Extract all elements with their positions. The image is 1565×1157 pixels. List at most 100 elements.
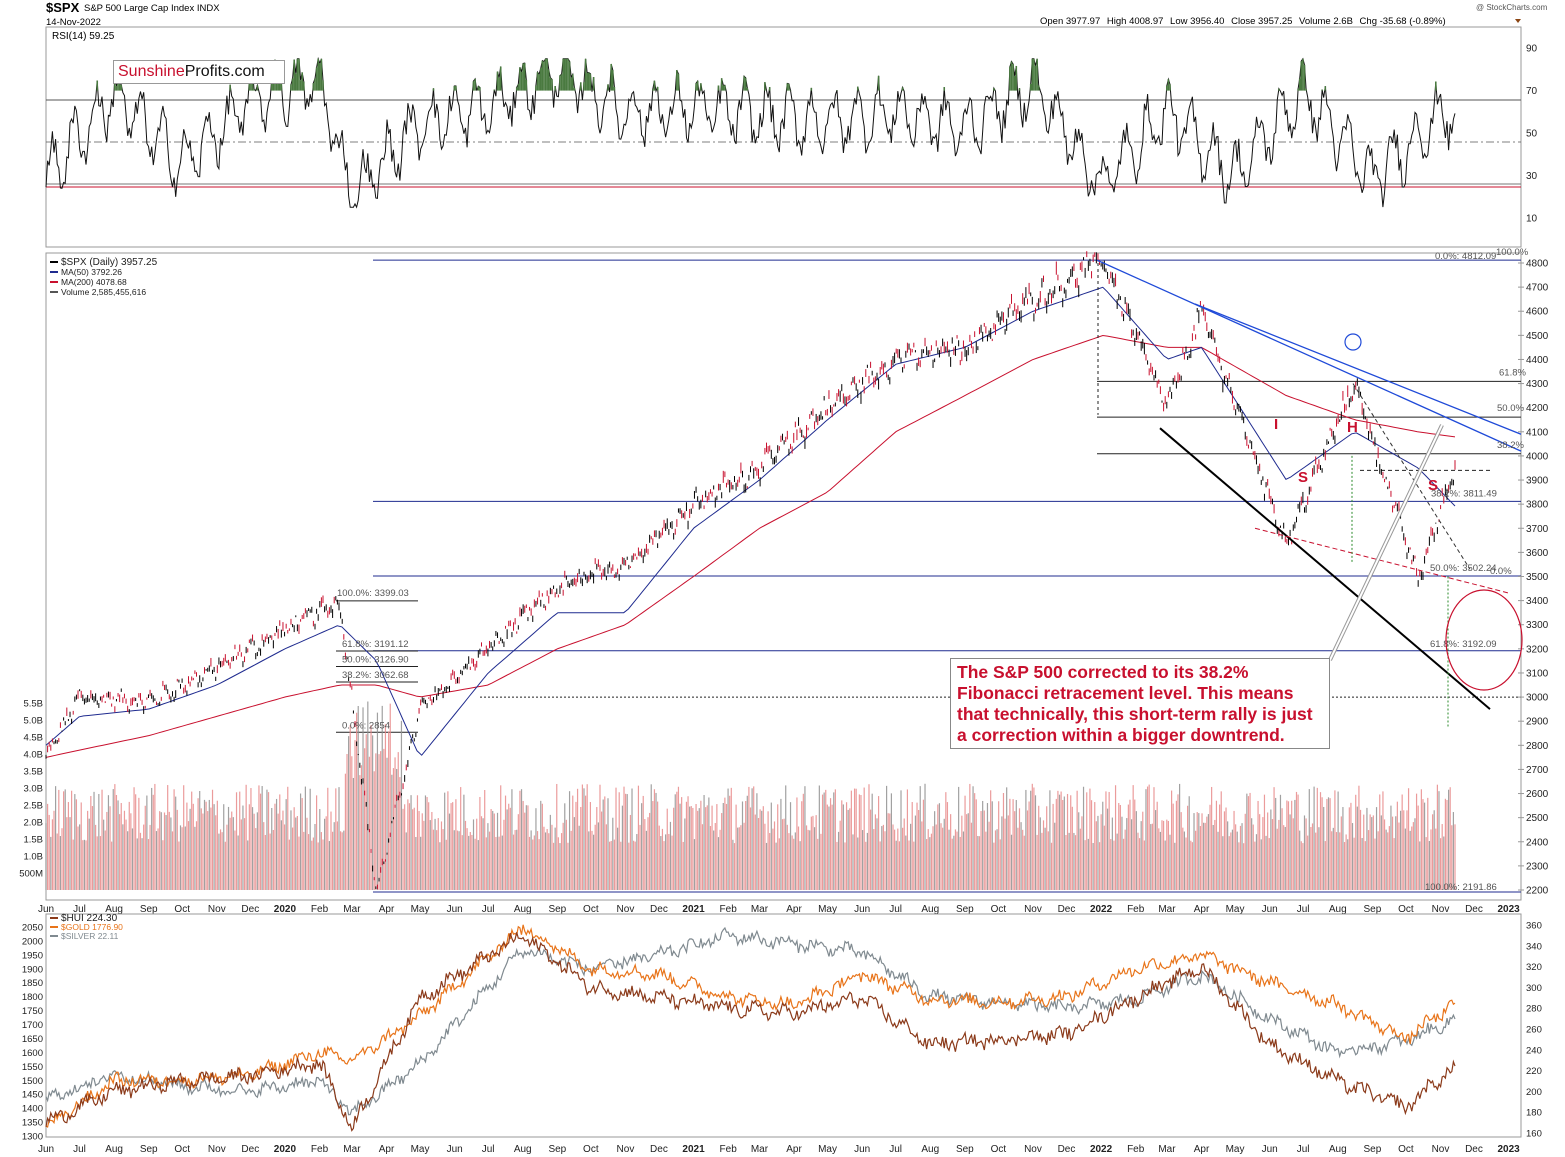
target-ellipse (1445, 589, 1523, 691)
volume-bars (45, 701, 1456, 890)
price-tick-label: 2400 (1526, 837, 1549, 848)
price-tick-label: 4300 (1526, 379, 1549, 390)
fib-label: 0.0%: 2854 (342, 720, 390, 731)
price-bars (45, 251, 1456, 890)
x-axis-label: Oct (991, 1144, 1007, 1155)
price-tick-label: 3500 (1526, 572, 1549, 583)
fib-label: 38.2%: 3811.49 (1431, 489, 1497, 500)
x-axis-label: Nov (617, 1144, 635, 1155)
metals-right-tick: 360 (1526, 921, 1542, 932)
price-tick-label: 3700 (1526, 524, 1549, 535)
x-axis-label: Jun (1262, 1144, 1278, 1155)
volume-tick-label: 1.5B (23, 835, 43, 846)
metals-left-tick: 1950 (22, 950, 43, 961)
support-trendline (1159, 427, 1491, 710)
legend-entry: $HUI 224.30 (61, 913, 118, 924)
x-axis-label: Nov (208, 904, 226, 915)
x-axis-label: Jul (1297, 904, 1310, 915)
price-tick-label: 4600 (1526, 307, 1549, 318)
volume-tick-label: 5.5B (23, 699, 43, 710)
x-axis-label: Sep (140, 904, 158, 915)
price-tick-label: 2500 (1526, 813, 1549, 824)
price-tick-label: 4400 (1526, 355, 1549, 366)
x-axis-label: Mar (1158, 904, 1176, 915)
x-axis-label: Jun (854, 904, 870, 915)
x-axis-label: Nov (208, 1144, 226, 1155)
x-axis-label: Nov (1432, 1144, 1450, 1155)
x-axis-label: 2023 (1497, 1144, 1520, 1155)
x-axis-label: Sep (548, 904, 566, 915)
watermark: @ StockCharts.com (1476, 3, 1548, 12)
x-axis-label: Oct (1398, 904, 1414, 915)
x-axis-label: Aug (1329, 1144, 1347, 1155)
x-axis-label: Nov (1432, 904, 1450, 915)
legend-entry: MA(50) 3792.26 (61, 267, 122, 277)
price-tick-label: 3800 (1526, 500, 1549, 511)
volume-tick-label: 2.0B (23, 818, 43, 829)
x-axis-label: Dec (1465, 1144, 1483, 1155)
metals-left-axis: 2050 2000 1950 1900 1850 1800 1750 1700 1650 1600… (22, 923, 43, 1143)
metals-right-tick: 300 (1526, 983, 1542, 994)
metals-right-tick: 260 (1526, 1025, 1542, 1036)
x-axis-label: 2023 (1497, 904, 1520, 915)
x-axis-label: Sep (548, 1144, 566, 1155)
metals-right-tick: 280 (1526, 1004, 1542, 1015)
x-axis-label: Sep (956, 1144, 974, 1155)
rsi-tick-label: 30 (1526, 171, 1538, 182)
pattern-label: S (1298, 469, 1308, 486)
metals-left-tick: 1900 (22, 964, 43, 975)
rsi-panel: RSI(14) 59.25 90 70 50 30 10 (45, 26, 1538, 248)
x-axis-label: Jul (73, 904, 86, 915)
price-axis: 4800 4700 4600 4500 4400 4300 4200 4100 4000 3900… (1518, 259, 1549, 897)
dashed-decline-line (1352, 383, 1471, 570)
volume-axis: 5.5B 5.0B 4.5B 4.0B 3.5B 3.0B 2.5B 2.0B 1.5B 1.0B… (19, 699, 43, 880)
x-axis-label: Jun (854, 1144, 870, 1155)
fib-labels: 0.0%: 4812.09 100.0% 61.8% 50.0% 38.2% 38.2%:… (337, 247, 1529, 893)
metals-right-tick: 180 (1526, 1108, 1542, 1119)
x-axis-label: Jul (73, 1144, 86, 1155)
x-axis-label: Aug (921, 1144, 939, 1155)
x-axis-label: May (818, 1144, 837, 1155)
x-axis-label: Oct (1398, 1144, 1414, 1155)
x-axis-label: Apr (1194, 904, 1210, 915)
x-axis-label: Feb (1127, 1144, 1145, 1155)
x-axis-label: Sep (140, 1144, 158, 1155)
trend-lines (1096, 259, 1522, 729)
ma200-line (45, 334, 1456, 758)
price-tick-label: 4500 (1526, 331, 1549, 342)
pattern-label: S (1428, 477, 1438, 494)
fib-label: 38.2%: 3062.68 (342, 670, 409, 681)
legend-entry: MA(200) 4078.68 (61, 277, 127, 287)
fib-label: 100.0%: 2191.86 (1425, 882, 1497, 893)
x-axis-label: Feb (720, 1144, 738, 1155)
price-panel: 0.0%: 4812.09 100.0% 61.8% 50.0% 38.2% 38.2%:… (19, 247, 1549, 901)
x-axis-label: Apr (379, 1144, 395, 1155)
gold-line (45, 924, 1456, 1128)
x-axis-label: Jun (38, 1144, 54, 1155)
volume-tick-label: 4.0B (23, 750, 43, 761)
price-tick-label: 4000 (1526, 451, 1549, 462)
x-axis-label: Aug (105, 1144, 123, 1155)
metals-right-tick: 220 (1526, 1066, 1542, 1077)
metals-left-tick: 1350 (22, 1118, 43, 1129)
volume-tick-label: 3.5B (23, 767, 43, 778)
x-axis-label: Mar (343, 904, 361, 915)
change-down-arrow-icon (1515, 19, 1521, 23)
price-tick-label: 3000 (1526, 693, 1549, 704)
x-axis-label: Jun (38, 904, 54, 915)
pattern-labels: I S H S (1274, 416, 1438, 494)
fib-label: 100.0%: 3399.03 (337, 588, 409, 599)
price-tick-label: 2600 (1526, 789, 1549, 800)
fib-label: 100.0% (1496, 247, 1529, 258)
x-axis-label: Aug (921, 904, 939, 915)
x-axis: Jun Jul Aug Sep Oct Nov Dec 2020 Feb Mar Apr May Jun… (38, 904, 1520, 915)
x-axis-label: 2022 (1090, 1144, 1113, 1155)
metals-left-tick: 1700 (22, 1020, 43, 1031)
fib-label: 50.0%: 3126.90 (342, 654, 409, 665)
index-name: S&P 500 Large Cap Index INDX (84, 3, 220, 14)
price-tick-label: 3600 (1526, 548, 1549, 559)
x-axis-label: Dec (1058, 904, 1076, 915)
x-axis-label: Nov (1024, 904, 1042, 915)
rsi-axis: 90 70 50 30 10 (1526, 44, 1538, 225)
